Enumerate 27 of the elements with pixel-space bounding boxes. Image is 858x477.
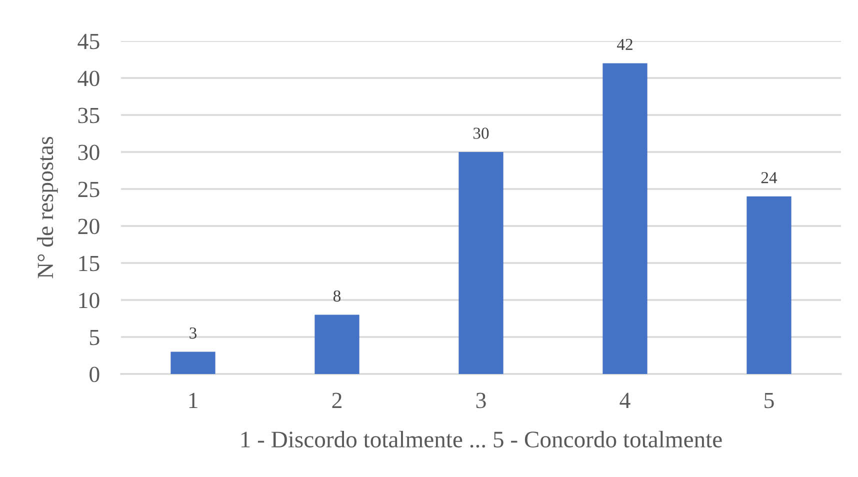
data-label: 3 [190, 327, 197, 339]
data-label: 42 [616, 38, 632, 50]
bar [746, 196, 792, 374]
data-label: 30 [473, 128, 489, 139]
x-tick-label: 3 [476, 392, 486, 408]
data-label: 8 [333, 290, 341, 302]
x-tick-label: 1 [189, 392, 198, 408]
bar [458, 152, 504, 374]
x-axis-title: 1 - Discordo totalmente ... 5 - Concordo totalmente [241, 430, 722, 448]
bar [602, 63, 648, 374]
y-tick-label: 5 [90, 330, 100, 346]
y-tick-label: 30 [78, 144, 100, 160]
x-tick-label: 2 [332, 392, 342, 408]
x-tick-label: 4 [620, 392, 630, 408]
y-tick-label: 40 [78, 70, 100, 86]
y-tick-label: 25 [78, 182, 100, 198]
data-label: 24 [761, 172, 778, 184]
y-tick-label: 10 [79, 292, 100, 308]
bar [314, 314, 360, 374]
y-tick-label: 15 [79, 256, 100, 272]
y-tick-label: 45 [78, 34, 100, 50]
y-tick-label: 35 [78, 108, 100, 124]
y-axis-title: N° de respostas [37, 136, 58, 278]
x-tick-label: 5 [764, 392, 774, 408]
y-tick-label: 20 [78, 218, 100, 234]
y-tick-label: 0 [90, 366, 100, 382]
bar [170, 352, 216, 374]
